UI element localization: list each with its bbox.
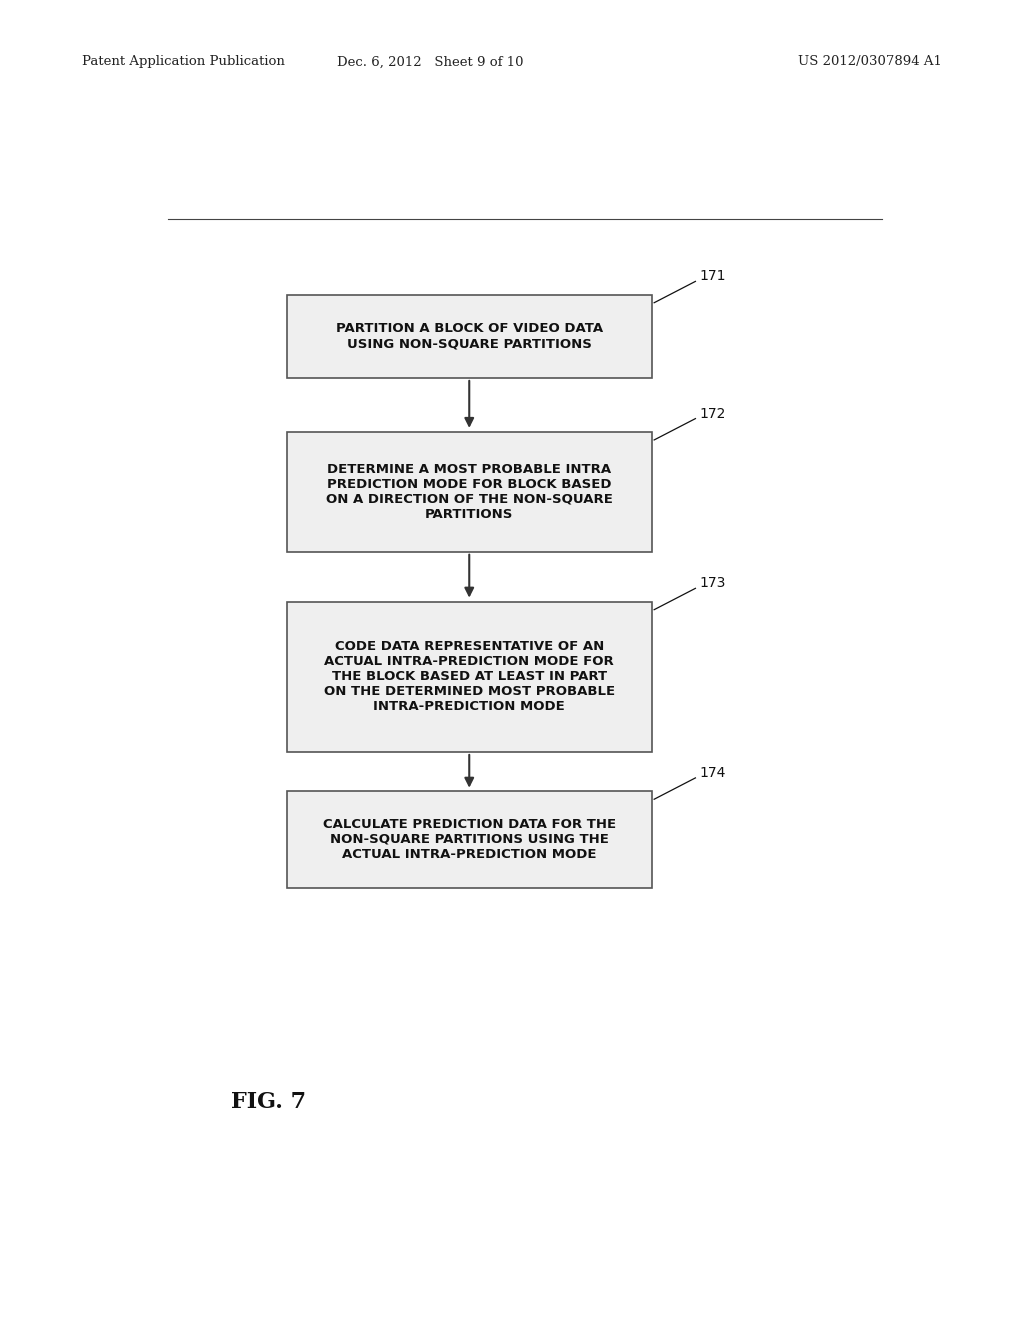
Text: FIG. 7: FIG. 7 xyxy=(231,1090,306,1113)
FancyBboxPatch shape xyxy=(287,791,652,887)
Text: 174: 174 xyxy=(699,766,726,780)
Text: Dec. 6, 2012   Sheet 9 of 10: Dec. 6, 2012 Sheet 9 of 10 xyxy=(337,55,523,69)
FancyBboxPatch shape xyxy=(287,294,652,378)
FancyBboxPatch shape xyxy=(287,432,652,552)
Text: 173: 173 xyxy=(699,577,726,590)
Text: 172: 172 xyxy=(699,407,726,421)
Text: Patent Application Publication: Patent Application Publication xyxy=(82,55,285,69)
Text: 171: 171 xyxy=(699,269,726,284)
Text: CALCULATE PREDICTION DATA FOR THE
NON-SQUARE PARTITIONS USING THE
ACTUAL INTRA-P: CALCULATE PREDICTION DATA FOR THE NON-SQ… xyxy=(323,818,615,861)
FancyBboxPatch shape xyxy=(287,602,652,752)
Text: PARTITION A BLOCK OF VIDEO DATA
USING NON-SQUARE PARTITIONS: PARTITION A BLOCK OF VIDEO DATA USING NO… xyxy=(336,322,603,350)
Text: DETERMINE A MOST PROBABLE INTRA
PREDICTION MODE FOR BLOCK BASED
ON A DIRECTION O: DETERMINE A MOST PROBABLE INTRA PREDICTI… xyxy=(326,463,612,521)
Text: US 2012/0307894 A1: US 2012/0307894 A1 xyxy=(798,55,942,69)
Text: CODE DATA REPRESENTATIVE OF AN
ACTUAL INTRA-PREDICTION MODE FOR
THE BLOCK BASED : CODE DATA REPRESENTATIVE OF AN ACTUAL IN… xyxy=(324,640,614,713)
